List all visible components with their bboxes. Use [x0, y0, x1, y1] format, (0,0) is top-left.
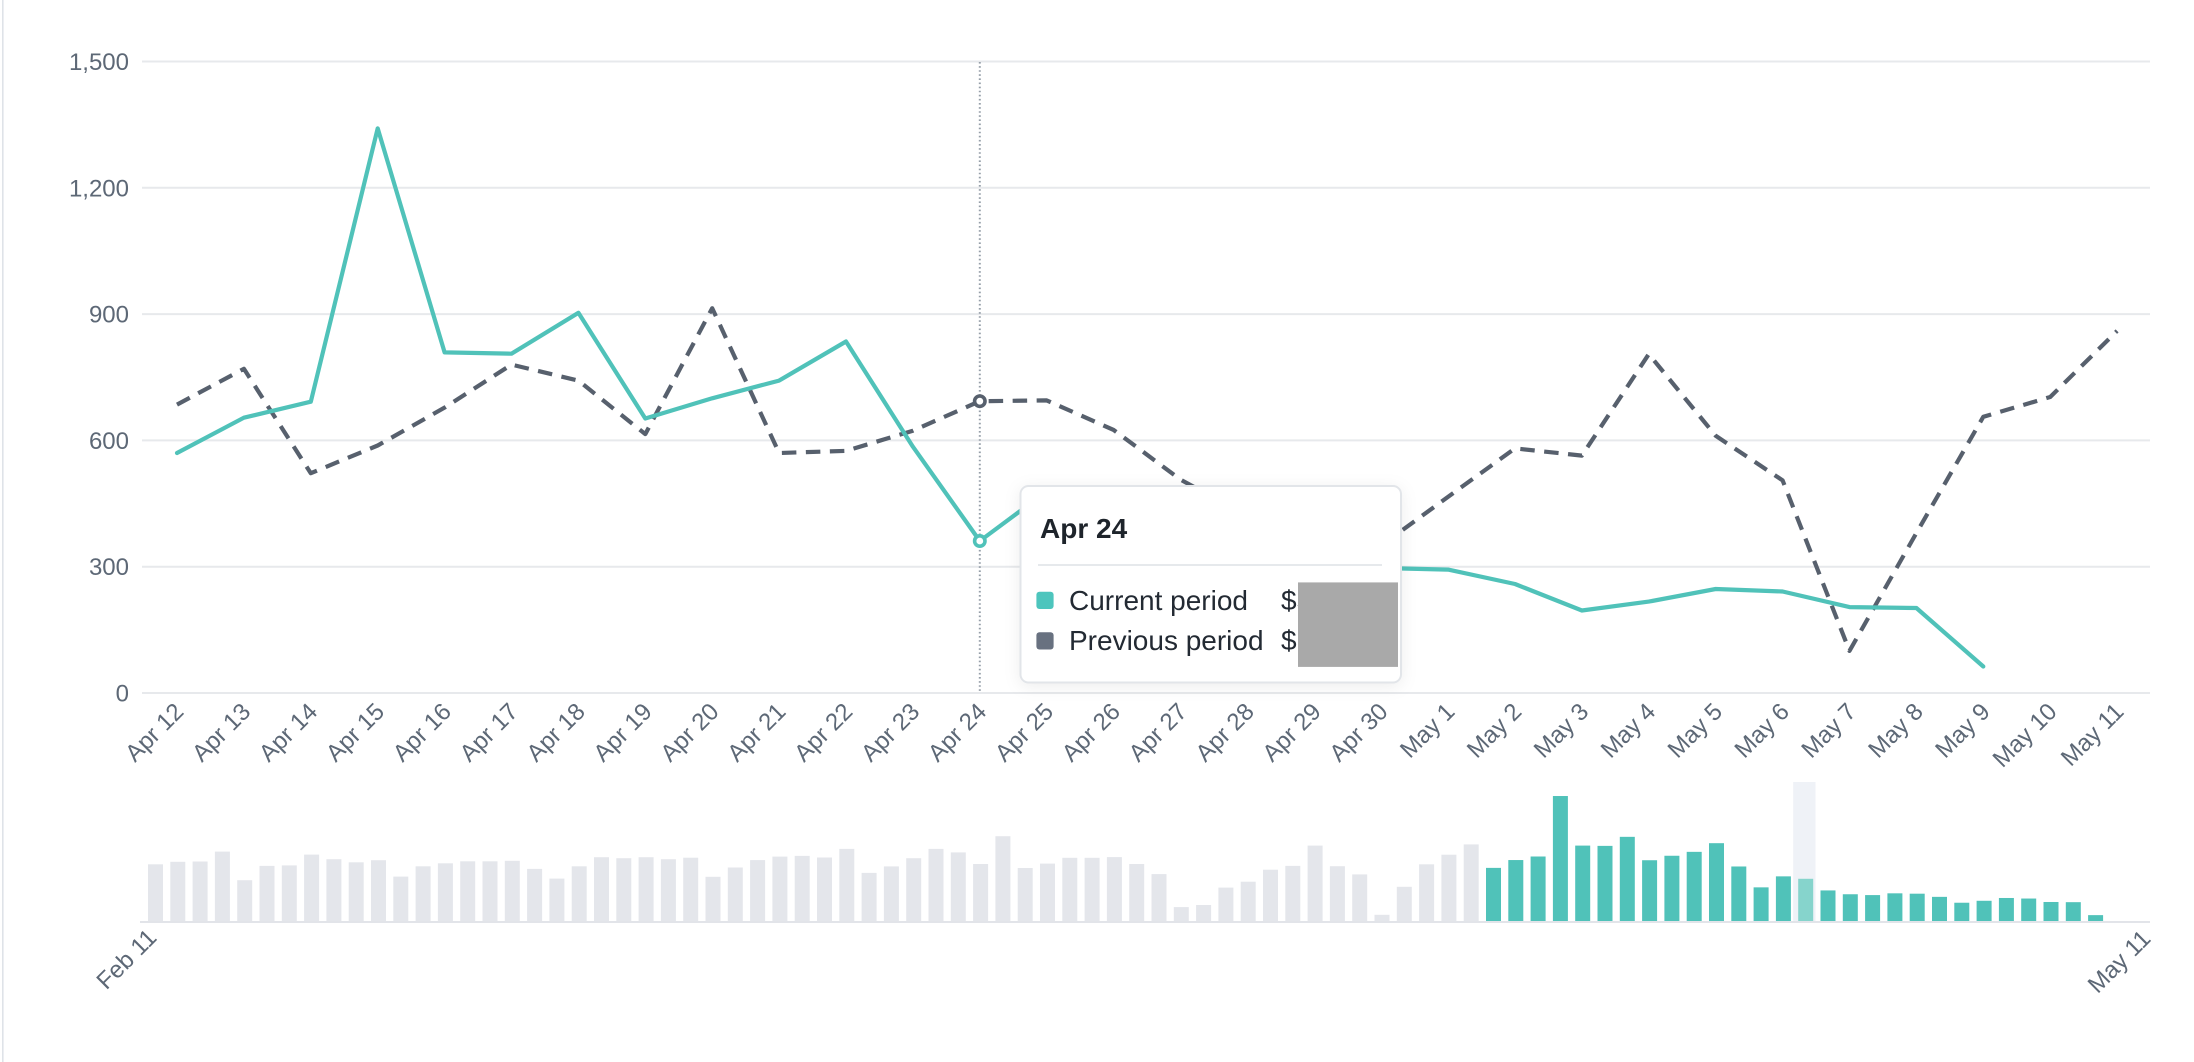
svg-text:600: 600: [89, 428, 129, 455]
svg-text:300: 300: [89, 554, 129, 581]
svg-text:900: 900: [89, 302, 129, 329]
svg-text:Previous period: Previous period: [1069, 625, 1264, 656]
svg-text:1,200: 1,200: [69, 175, 129, 202]
svg-text:Apr 24: Apr 24: [1040, 513, 1128, 544]
svg-text:0: 0: [116, 681, 129, 708]
svg-text:Current period: Current period: [1069, 585, 1248, 616]
svg-text:1,500: 1,500: [69, 49, 129, 76]
